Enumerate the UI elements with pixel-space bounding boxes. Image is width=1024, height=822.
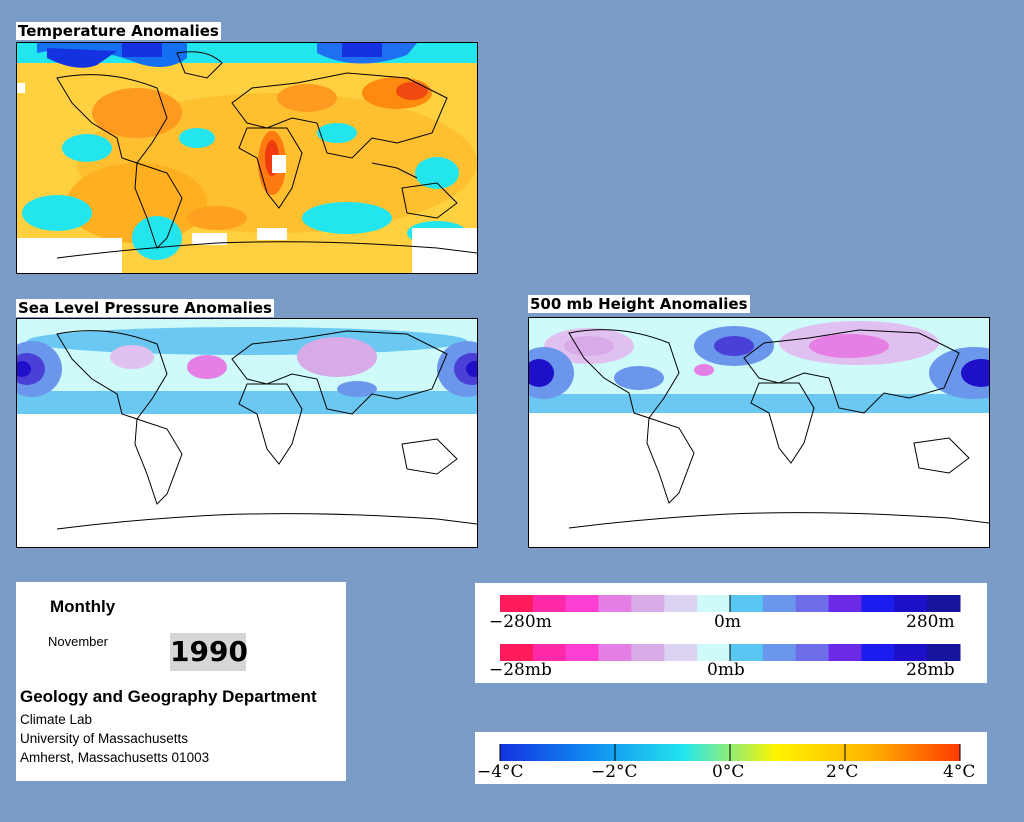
legend-swatch-0-2 [565,595,600,612]
legend-swatch-0-4 [631,595,665,612]
height-legend-min: −280m [489,612,552,632]
slp-panel-title: Sea Level Pressure Anomalies [16,299,274,317]
temp-legend-label-4: 4°C [943,762,976,782]
legend-swatch-0-9 [795,595,830,612]
legend-swatch-1-5 [664,644,698,661]
height-anomaly-map [528,317,990,548]
temp-legend-label-0: −4°C [477,762,524,782]
pressure-legend-mid: 0mb [707,660,745,680]
lab-name: Climate Lab [20,712,93,727]
legend-swatch-1-13 [927,644,961,661]
info-box: Monthly November 1990 Geology and Geogra… [16,582,346,781]
temp-legend-label-3: 2°C [826,762,859,782]
legend-swatch-1-2 [565,644,600,661]
height-legend-mid: 0m [714,612,741,632]
legend-swatch-0-1 [532,595,567,612]
legend-swatch-0-3 [598,595,632,612]
legend-swatch-1-11 [861,644,895,661]
legend-swatch-1-0 [500,644,534,661]
height-pressure-legend: −280m 0m 280m −28mb 0mb 28mb [475,583,987,683]
legend-swatch-0-13 [927,595,961,612]
legend-swatch-1-1 [532,644,567,661]
temperature-panel-title: Temperature Anomalies [16,22,221,40]
university-name: University of Massachusetts [20,731,189,746]
legend-swatch-0-6 [697,595,731,612]
legend-swatch-0-5 [664,595,698,612]
legend-swatch-1-4 [631,644,665,661]
legend-swatch-0-0 [500,595,534,612]
legend-swatch-0-12 [894,595,928,612]
temp-legend-label-2: 0°C [712,762,745,782]
legend-swatch-0-8 [762,595,797,612]
height-panel-title: 500 mb Height Anomalies [528,295,750,313]
pressure-legend-min: −28mb [489,660,552,680]
pressure-legend-max: 28mb [906,660,955,680]
month-label: November [48,634,108,649]
temperature-anomaly-map [16,42,478,274]
legend-swatch-0-7 [730,595,764,612]
height-legend-max: 280m [906,612,955,632]
legend-swatch-1-6 [697,644,731,661]
address-line: Amherst, Massachusetts 01003 [20,750,210,765]
temperature-legend: −4°C −2°C 0°C 2°C 4°C [475,732,987,784]
period-label: Monthly [50,597,116,616]
department-name: Geology and Geography Department [20,687,317,706]
year-label: 1990 [170,633,248,671]
sea-level-pressure-map [16,318,478,548]
legend-swatch-0-10 [828,595,862,612]
legend-swatch-1-10 [828,644,862,661]
legend-swatch-1-3 [598,644,632,661]
legend-swatch-0-11 [861,595,895,612]
legend-swatch-1-9 [795,644,830,661]
legend-swatch-1-12 [894,644,928,661]
legend-swatch-1-7 [730,644,764,661]
legend-swatch-1-8 [762,644,797,661]
temp-legend-label-1: −2°C [591,762,638,782]
